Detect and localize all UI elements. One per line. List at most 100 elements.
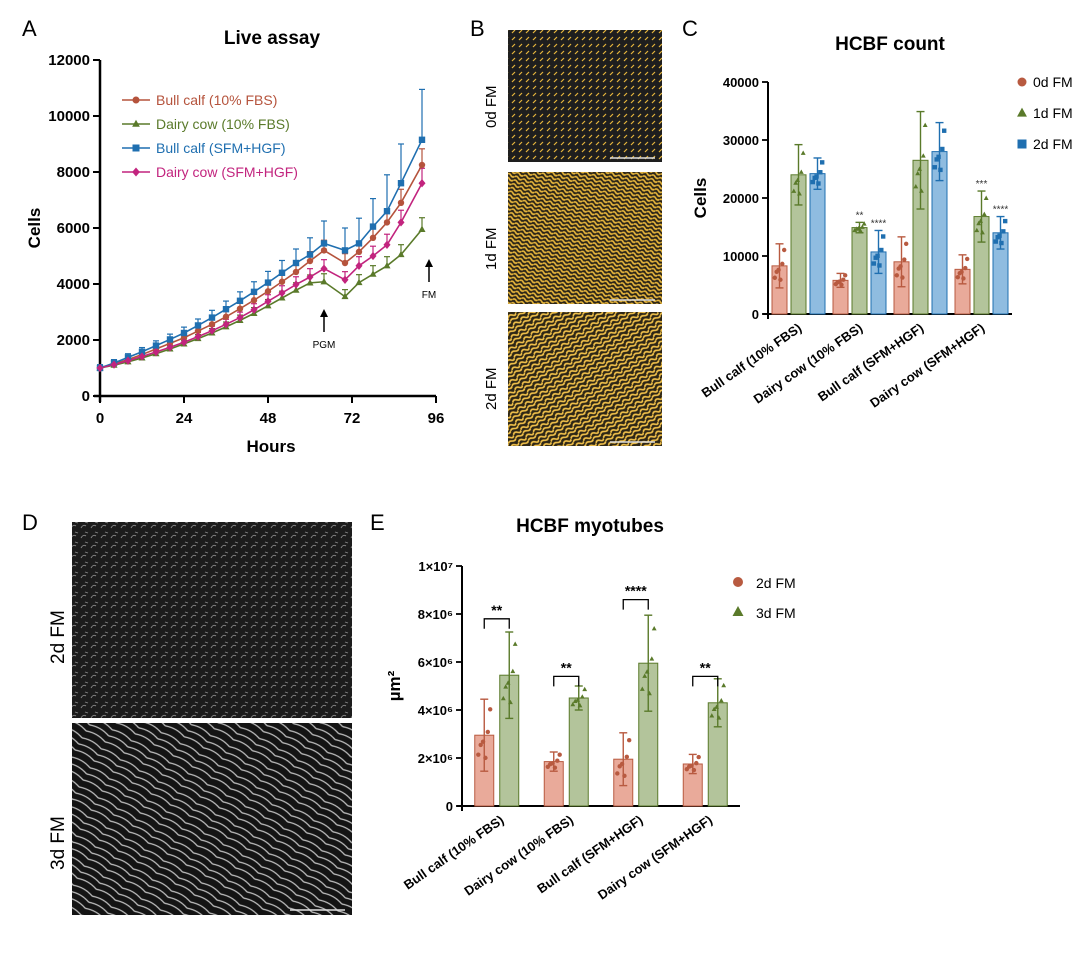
significance-bracket [483,618,510,629]
replicate-point [839,282,844,287]
replicate-point [816,181,821,186]
replicate-point [691,767,697,773]
legend-marker [132,167,140,177]
data-point [138,352,146,361]
y-tick-label: 1×10⁷ [418,559,453,574]
replicate-point [997,233,1002,238]
data-point [355,240,363,247]
micrograph-2d-gray [72,522,352,718]
x-tick-label: Bull calf (10% FBS) [699,320,805,400]
data-point [124,356,132,365]
micrograph-2d [508,312,662,446]
replicate-point [689,763,694,768]
replicate-point [1001,229,1006,234]
bar [809,173,826,315]
legend-marker [1017,107,1027,117]
y-tick-label: 10000 [723,249,759,264]
data-point [397,218,405,227]
row-label-2d: 2d FM [48,610,69,664]
replicate-point [980,229,985,235]
replicate-point [842,273,848,278]
replicate-point [776,267,781,273]
replicate-point [875,253,880,259]
data-point [341,259,349,267]
x-tick-label: 24 [176,410,193,427]
y-axis-label: Cells [25,208,44,249]
replicate-point [932,165,938,170]
replicate-point [981,211,987,217]
replicate-point [903,241,909,247]
replicate-point [622,773,627,779]
replicate-point [810,179,816,185]
x-tick-label: 96 [428,410,445,427]
replicate-point [647,690,652,696]
chart-title: HCBF myotubes [516,516,664,537]
significance-bracket [622,598,649,610]
replicate-point [861,221,867,226]
y-tick-label: 6×10⁶ [418,655,453,670]
replicate-point [978,218,983,223]
data-point [110,360,118,369]
row-label-1d: 1d FM [483,227,500,270]
replicate-point [913,183,919,189]
bar [851,227,868,315]
data-point [341,247,349,254]
legend-label: 3d FM [756,605,796,621]
replicate-point [709,713,715,718]
micrograph-1d [508,172,662,304]
annotation-arrowhead [320,309,328,317]
replicate-point [841,277,846,282]
data-point [250,288,258,296]
replicate-point [721,682,727,688]
data-point [306,257,314,265]
replicate-point [639,686,645,691]
replicate-point [879,247,884,253]
replicate-point [772,275,778,280]
data-point [418,225,426,232]
data-point [369,251,377,261]
replicate-point [915,170,921,176]
data-point [264,279,272,286]
micrograph-0d [508,30,662,162]
y-tick-label: 2000 [57,332,90,349]
data-point [264,288,272,295]
data-point [383,208,391,215]
legend-label: Dairy cow (SFM+HGF) [156,164,298,180]
replicate-point [898,264,903,269]
replicate-point [478,742,483,748]
significance-bracket [692,675,719,687]
data-point [369,270,377,277]
replicate-point [555,758,560,763]
data-point [292,268,300,276]
replicate-point [814,174,819,179]
legend-label: 1d FM [1033,105,1073,121]
data-point [138,348,146,355]
x-axis-label: Hours [246,437,295,456]
data-point [278,294,286,301]
replicate-point [858,228,863,233]
replicate-point [778,277,783,282]
y-tick-label: 40000 [723,75,759,90]
data-point [355,248,363,255]
data-point [236,313,244,322]
data-point [166,336,174,343]
replicate-point [714,704,719,709]
replicate-point [487,707,493,712]
x-tick-label: 0 [96,410,104,427]
data-point [397,180,405,187]
replicate-point [877,263,882,268]
panel-label-e: E [370,510,385,535]
data-point [306,272,314,282]
significance-marker: ** [491,602,502,618]
significance-marker: **** [993,205,1009,216]
significance-marker: ** [856,210,864,221]
replicate-point [483,755,488,761]
replicate-point [934,157,939,162]
data-point [369,234,377,241]
data-point [194,327,202,335]
legend-label: Bull calf (SFM+HGF) [156,140,286,156]
replicate-point [557,752,562,757]
replicate-point [940,146,945,152]
y-tick-label: 0 [752,307,759,322]
